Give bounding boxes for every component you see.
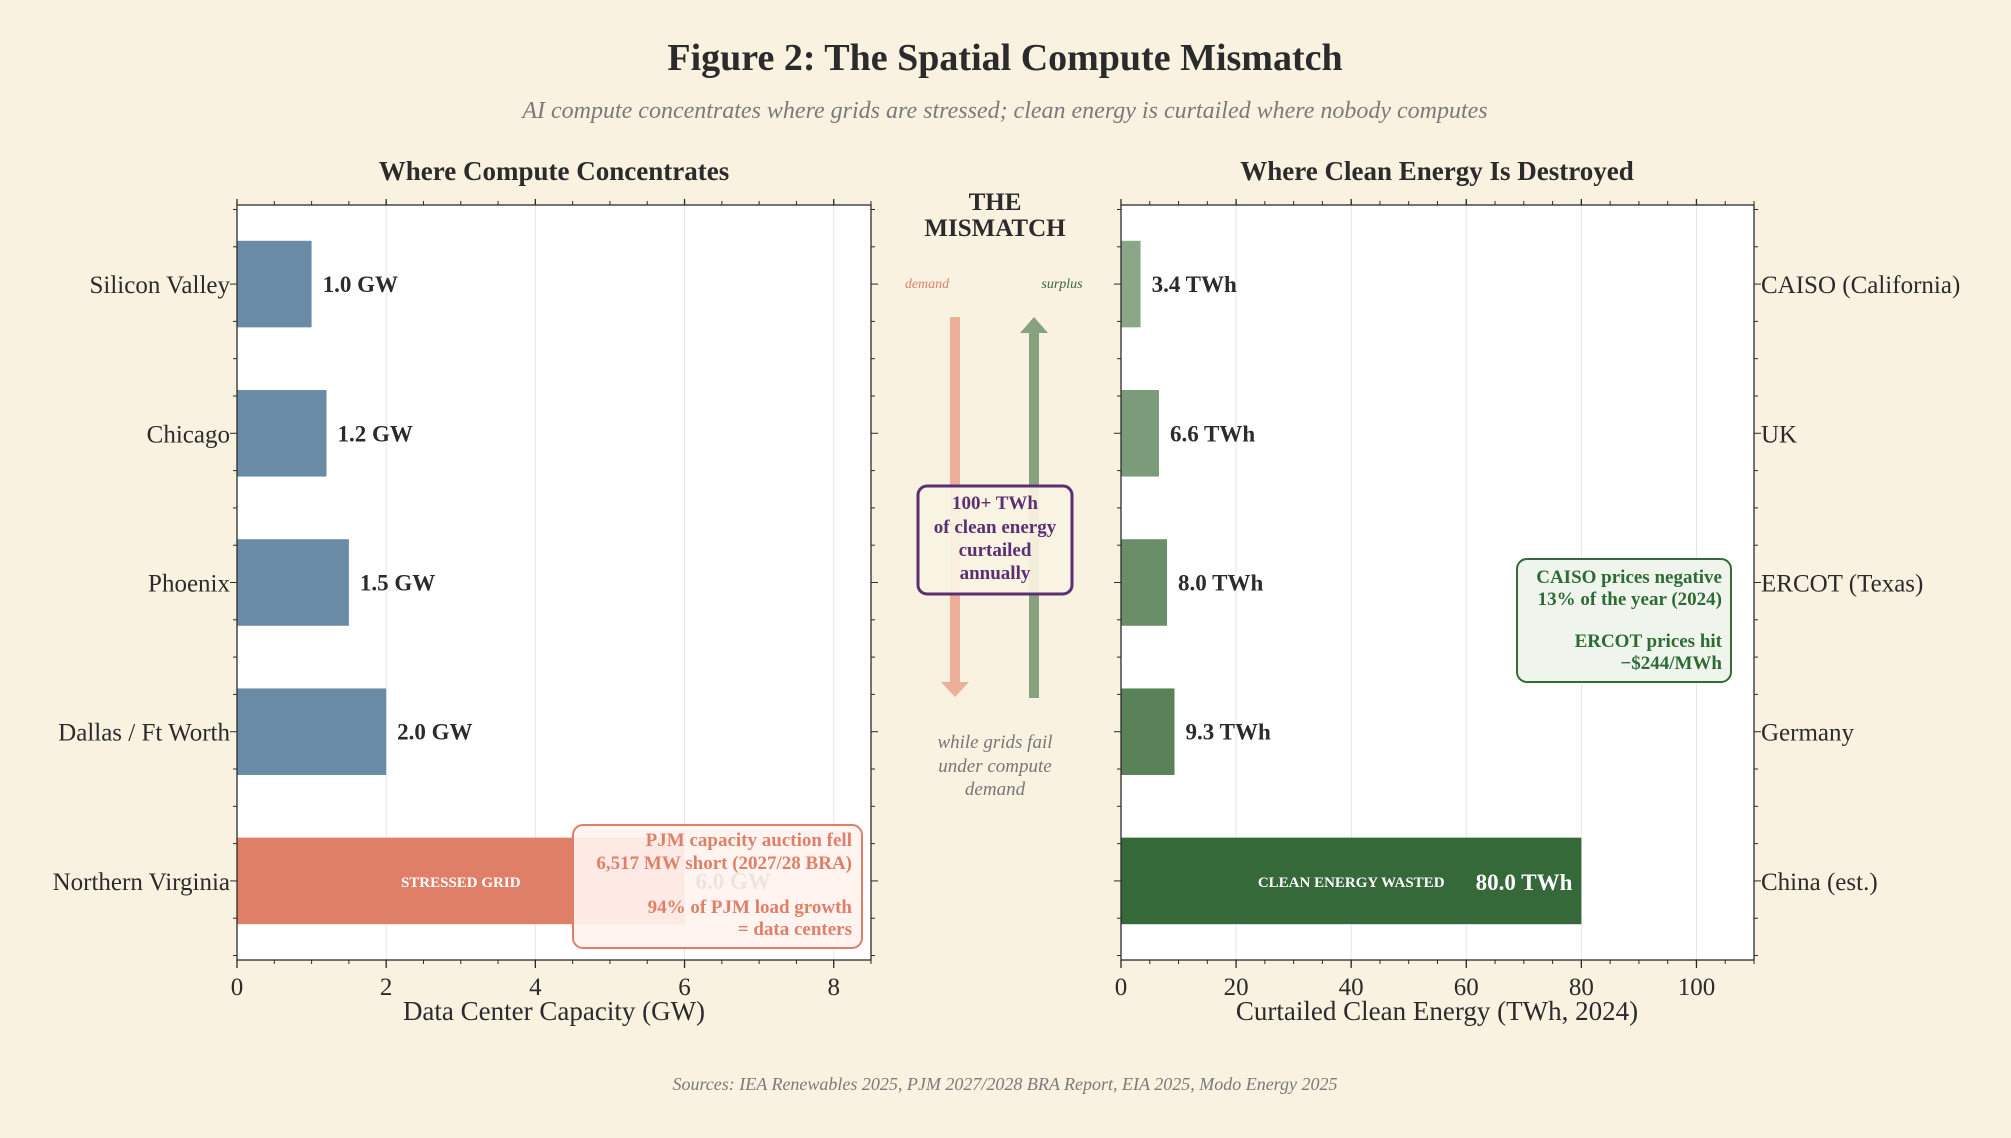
x-tick-label: 60 — [1454, 974, 1479, 1001]
x-tick-label: 8 — [827, 974, 840, 1001]
left-chart: 0 2 4 6 8 Silicon Valley 1.0 GW Chicago 1.2 GW Ph… — [53, 199, 878, 1001]
plot-frame — [1120, 204, 1755, 961]
plot-frame — [236, 204, 872, 961]
price-annotation-line: ERCOT prices hit — [1575, 631, 1723, 652]
right-chart: 0 20 40 60 80 100 CAISO (California) 3.4 TWh UK 6… — [1114, 199, 1960, 1001]
category-label: China (est.) — [1761, 869, 1878, 896]
category-label: CAISO (California) — [1761, 272, 1960, 299]
mismatch-heading-line-1: THE — [969, 189, 1022, 216]
source-note: Sources: IEA Renewables 2025, PJM 2027/2… — [672, 1074, 1337, 1094]
bar-germany — [1121, 688, 1175, 775]
mismatch-panel: THE MISMATCH demand surplus 100+ TWh of … — [905, 189, 1083, 800]
mismatch-heading-line-2: MISMATCH — [924, 215, 1066, 242]
curtailment-box-line-4: annually — [960, 563, 1031, 584]
right-panel-title: Where Clean Energy Is Destroyed — [1240, 156, 1633, 186]
value-label: 9.3 TWh — [1186, 720, 1271, 745]
category-label: Phoenix — [148, 571, 230, 598]
bar-inner-label: STRESSED GRID — [401, 875, 521, 891]
category-label: ERCOT (Texas) — [1761, 571, 1923, 598]
bar-inner-label: CLEAN ENERGY WASTED — [1258, 875, 1445, 891]
right-x-axis-label: Curtailed Clean Energy (TWh, 2024) — [1236, 996, 1638, 1026]
pjm-annotation-line: PJM capacity auction fell — [646, 830, 852, 851]
x-tick-label: 40 — [1339, 974, 1364, 1001]
x-tick-label: 6 — [678, 974, 691, 1001]
pjm-annotation-line: 6,517 MW short (2027/28 BRA) — [596, 853, 852, 874]
surplus-label: surplus — [1041, 277, 1083, 292]
pjm-annotation-line: 94% of PJM load growth — [648, 897, 853, 918]
value-label: 3.4 TWh — [1152, 272, 1237, 297]
mismatch-footer-line-1: while grids fail — [937, 732, 1052, 753]
bar-uk — [1121, 390, 1159, 477]
price-annotation-box — [1516, 558, 1732, 683]
x-tick-label: 2 — [380, 974, 393, 1001]
value-label: 1.0 GW — [323, 272, 398, 297]
x-tick-label: 100 — [1678, 974, 1716, 1001]
x-tick-label: 20 — [1224, 974, 1249, 1001]
bar-china-est- — [1121, 837, 1582, 925]
curtailment-box — [916, 484, 1074, 596]
left-panel-title: Where Compute Concentrates — [379, 156, 729, 186]
figure-subtitle: AI compute concentrates where grids are … — [520, 98, 1487, 124]
curtailment-box-line-2: of clean energy — [934, 517, 1057, 538]
category-label: Chicago — [147, 421, 230, 448]
price-annotation-line: CAISO prices negative — [1536, 567, 1722, 588]
x-tick-label: 0 — [1115, 974, 1128, 1001]
value-label: 2.0 GW — [397, 720, 472, 745]
category-label: Northern Virginia — [53, 869, 230, 896]
bar-silicon-valley — [237, 240, 312, 328]
x-tick-label: 80 — [1569, 974, 1594, 1001]
pjm-annotation-line: = data centers — [738, 919, 852, 940]
category-label: Dallas / Ft Worth — [58, 720, 230, 747]
bar-phoenix — [237, 539, 349, 626]
pjm-annotation-box — [572, 824, 863, 949]
price-annotation-line: −$244/MWh — [1620, 653, 1722, 674]
price-annotation-line: 13% of the year (2024) — [1538, 589, 1722, 610]
x-tick-label: 0 — [231, 974, 244, 1001]
value-label: 8.0 TWh — [1178, 571, 1263, 596]
curtailment-box-line-3: curtailed — [959, 540, 1032, 561]
x-tick-label: 4 — [529, 974, 542, 1001]
bar-dallas-ft-worth — [237, 688, 387, 775]
mismatch-footer-line-3: demand — [965, 779, 1026, 800]
category-label: Silicon Valley — [89, 272, 230, 299]
value-label: 80.0 TWh — [1476, 870, 1573, 895]
bar-ercot-texas- — [1121, 539, 1168, 626]
bar-chicago — [237, 390, 327, 477]
figure-title: Figure 2: The Spatial Compute Mismatch — [667, 37, 1342, 79]
value-label: 1.5 GW — [360, 571, 435, 596]
left-x-axis-label: Data Center Capacity (GW) — [403, 996, 705, 1026]
demand-label: demand — [905, 277, 950, 292]
category-label: UK — [1761, 421, 1797, 448]
bar-caiso-california- — [1121, 240, 1141, 328]
curtailment-box-line-1: 100+ TWh — [952, 493, 1038, 514]
category-label: Germany — [1761, 720, 1855, 747]
mismatch-footer-line-2: under compute — [938, 756, 1051, 777]
value-label: 6.6 TWh — [1170, 421, 1255, 446]
value-label: 1.2 GW — [338, 421, 413, 446]
